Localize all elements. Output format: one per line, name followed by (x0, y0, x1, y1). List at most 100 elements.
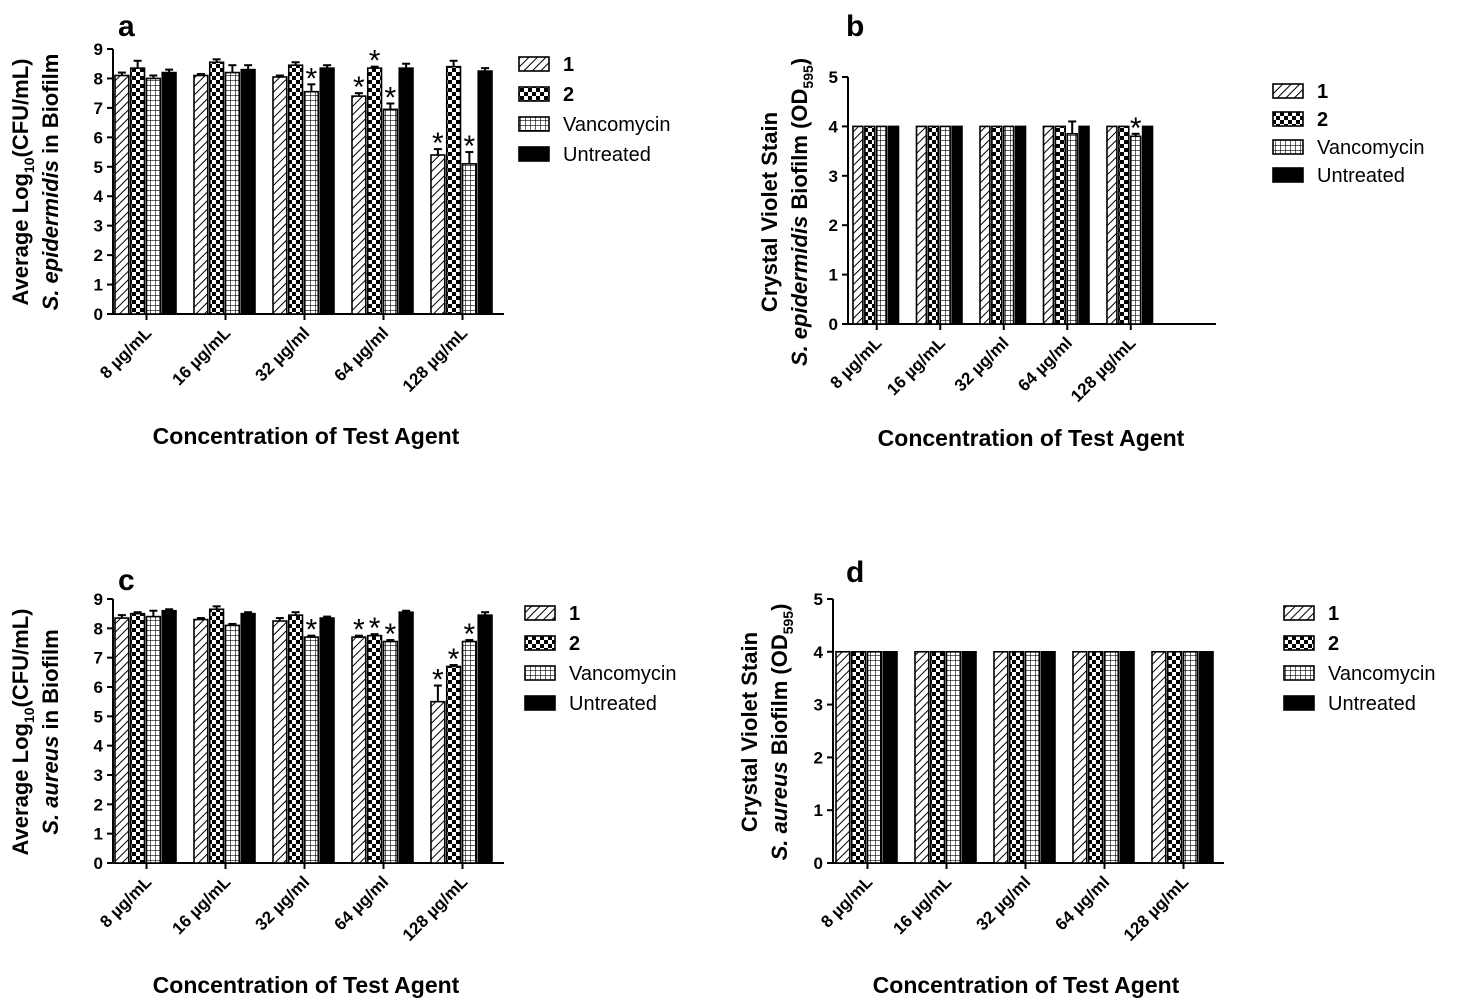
significance-star: * (369, 612, 381, 645)
legend-swatch (524, 605, 556, 621)
bar (979, 125, 991, 325)
bar (875, 125, 888, 325)
bar (991, 125, 1003, 325)
legend-swatch (524, 695, 556, 711)
y-tick-label: 1 (94, 825, 103, 844)
legend-label: 1 (569, 603, 580, 625)
x-tick-label: 32 µg/ml (973, 872, 1035, 934)
y-axis-title-line2: S. aureus Biofilm (OD595) (767, 604, 796, 861)
y-tick-label: 7 (94, 649, 103, 668)
bar (1182, 650, 1199, 864)
bar (208, 608, 225, 864)
bar (161, 609, 177, 864)
bar (193, 618, 209, 864)
legend-label: 1 (1317, 81, 1328, 103)
x-tick-label: 16 µg/mL (883, 333, 949, 399)
bar (477, 70, 493, 315)
bar (129, 67, 146, 315)
bar (882, 650, 898, 864)
bar (208, 61, 225, 315)
legend-label: Untreated (1328, 693, 1416, 715)
bar (915, 125, 928, 325)
bar (224, 71, 241, 315)
bar (1118, 125, 1130, 325)
bar (1040, 650, 1056, 864)
bar (1042, 125, 1055, 325)
bar (961, 650, 977, 864)
y-axis-title-line2: S. aureus in Biofilm (38, 629, 63, 834)
bar (287, 64, 304, 315)
legend-swatch (524, 665, 556, 681)
x-tick-label: 8 µg/mL (826, 333, 885, 392)
significance-star: * (353, 71, 365, 104)
legend-label: Vancomycin (569, 663, 676, 685)
bar (430, 154, 446, 315)
significance-star: * (1130, 112, 1142, 145)
y-axis-title-line1: Average Log10(CFU/mL) (8, 608, 37, 855)
legend-label: Vancomycin (1328, 663, 1435, 685)
significance-star: * (385, 618, 397, 651)
bar (850, 650, 867, 864)
y-tick-label: 1 (94, 276, 103, 295)
bar (1119, 650, 1135, 864)
y-tick-label: 1 (829, 266, 838, 285)
y-tick-label: 0 (94, 854, 103, 873)
bar (835, 650, 851, 864)
bar (319, 67, 335, 315)
x-tick-label: 32 µg/ml (951, 333, 1013, 395)
x-tick-label: 128 µg/mL (399, 323, 471, 395)
y-axis-title-part: (CFU/mL) (8, 608, 33, 707)
y-tick-label: 0 (829, 315, 838, 334)
legend-label: 2 (1328, 633, 1339, 655)
legend-swatch (518, 86, 550, 102)
y-axis-title-line2: S. epidermidis Biofilm (OD595) (787, 58, 816, 366)
significance-star: * (432, 664, 444, 697)
significance-star: * (385, 81, 397, 114)
y-tick-label: 8 (94, 69, 103, 88)
bar (927, 125, 940, 325)
y-axis-title-line2: S. epidermidis in Biofilm (38, 54, 63, 311)
x-tick-label: 16 µg/mL (169, 872, 235, 938)
y-tick-label: 9 (94, 40, 103, 59)
bar (430, 700, 446, 864)
bar (398, 67, 414, 315)
bar (351, 95, 367, 315)
legend-label: 1 (1328, 603, 1339, 625)
x-tick-label: 32 µg/ml (252, 323, 314, 385)
legend-label: 1 (563, 54, 574, 76)
y-axis-title-species: S. epidermidis (787, 216, 812, 366)
y-tick-label: 2 (94, 246, 103, 265)
bar (319, 617, 335, 864)
legend-label: Untreated (569, 693, 657, 715)
legend-swatch (1283, 605, 1315, 621)
bar (1151, 650, 1167, 864)
y-axis-title-part: (CFU/mL) (8, 58, 33, 157)
bar (366, 634, 383, 864)
bar (145, 615, 162, 864)
x-axis-title: Concentration of Test Agent (153, 423, 460, 449)
legend-swatch (1272, 167, 1304, 183)
x-axis-title: Concentration of Test Agent (153, 972, 460, 998)
bar (1066, 133, 1078, 325)
y-axis-title-part: Biofilm (OD (767, 634, 792, 761)
legend-label: Untreated (563, 144, 651, 166)
bar (114, 617, 130, 864)
legend-swatch (1272, 83, 1304, 99)
legend-label: Vancomycin (563, 114, 670, 136)
bar (224, 624, 241, 864)
bar (272, 76, 288, 315)
y-axis-title-line1: Crystal Violet Stain (737, 632, 762, 832)
bar (1141, 125, 1154, 325)
bar (382, 640, 399, 864)
bar (445, 65, 462, 315)
bar (461, 640, 478, 864)
bar (1014, 125, 1027, 325)
y-tick-label: 9 (94, 590, 103, 609)
y-axis-title-subscript: 595 (800, 65, 816, 89)
y-tick-label: 4 (94, 737, 104, 756)
significance-star: * (464, 618, 476, 651)
x-tick-label: 8 µg/mL (96, 323, 155, 382)
